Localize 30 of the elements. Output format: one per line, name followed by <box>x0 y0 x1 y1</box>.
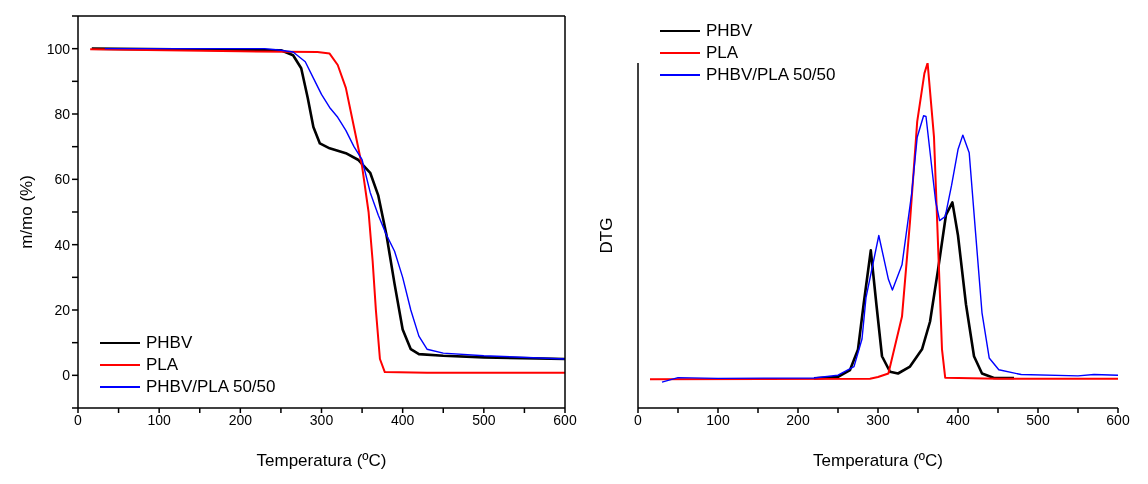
y-tick-label: 60 <box>54 171 71 188</box>
x-tick-label: 100 <box>147 411 172 428</box>
x-tick-label: 400 <box>390 411 415 428</box>
legend-label: PLA <box>146 355 179 375</box>
x-tick-label: 200 <box>786 411 810 428</box>
x-axis-title: Temperatura (ºC) <box>813 451 943 470</box>
x-tick-label: 400 <box>946 411 970 428</box>
y-axis-title: DTG <box>597 217 617 254</box>
y-tick-label: 20 <box>54 301 71 318</box>
legend-label: PHBV <box>706 21 753 41</box>
x-tick-label: 200 <box>228 411 253 428</box>
y-tick-label: 100 <box>46 40 71 57</box>
x-tick-label: 0 <box>634 411 643 428</box>
legend-label: PHBV/PLA 50/50 <box>706 65 836 85</box>
x-tick-label: 100 <box>706 411 730 428</box>
legend-label: PHBV <box>146 333 193 353</box>
y-axis-title: m/mo (%) <box>17 175 37 249</box>
x-axis-title: Temperatura (ºC) <box>256 451 387 470</box>
legend-label: PLA <box>706 43 739 63</box>
x-tick-label: 300 <box>309 411 334 428</box>
legend-label: PHBV/PLA 50/50 <box>146 377 276 397</box>
x-tick-label: 600 <box>553 411 577 428</box>
x-tick-label: 600 <box>1106 411 1130 428</box>
x-tick-label: 500 <box>472 411 496 428</box>
y-tick-label: 40 <box>54 236 71 253</box>
x-tick-label: 300 <box>866 411 890 428</box>
x-tick-label: 500 <box>1026 411 1050 428</box>
y-tick-label: 0 <box>62 367 71 384</box>
x-tick-label: 0 <box>74 411 83 428</box>
y-tick-label: 80 <box>54 105 71 122</box>
